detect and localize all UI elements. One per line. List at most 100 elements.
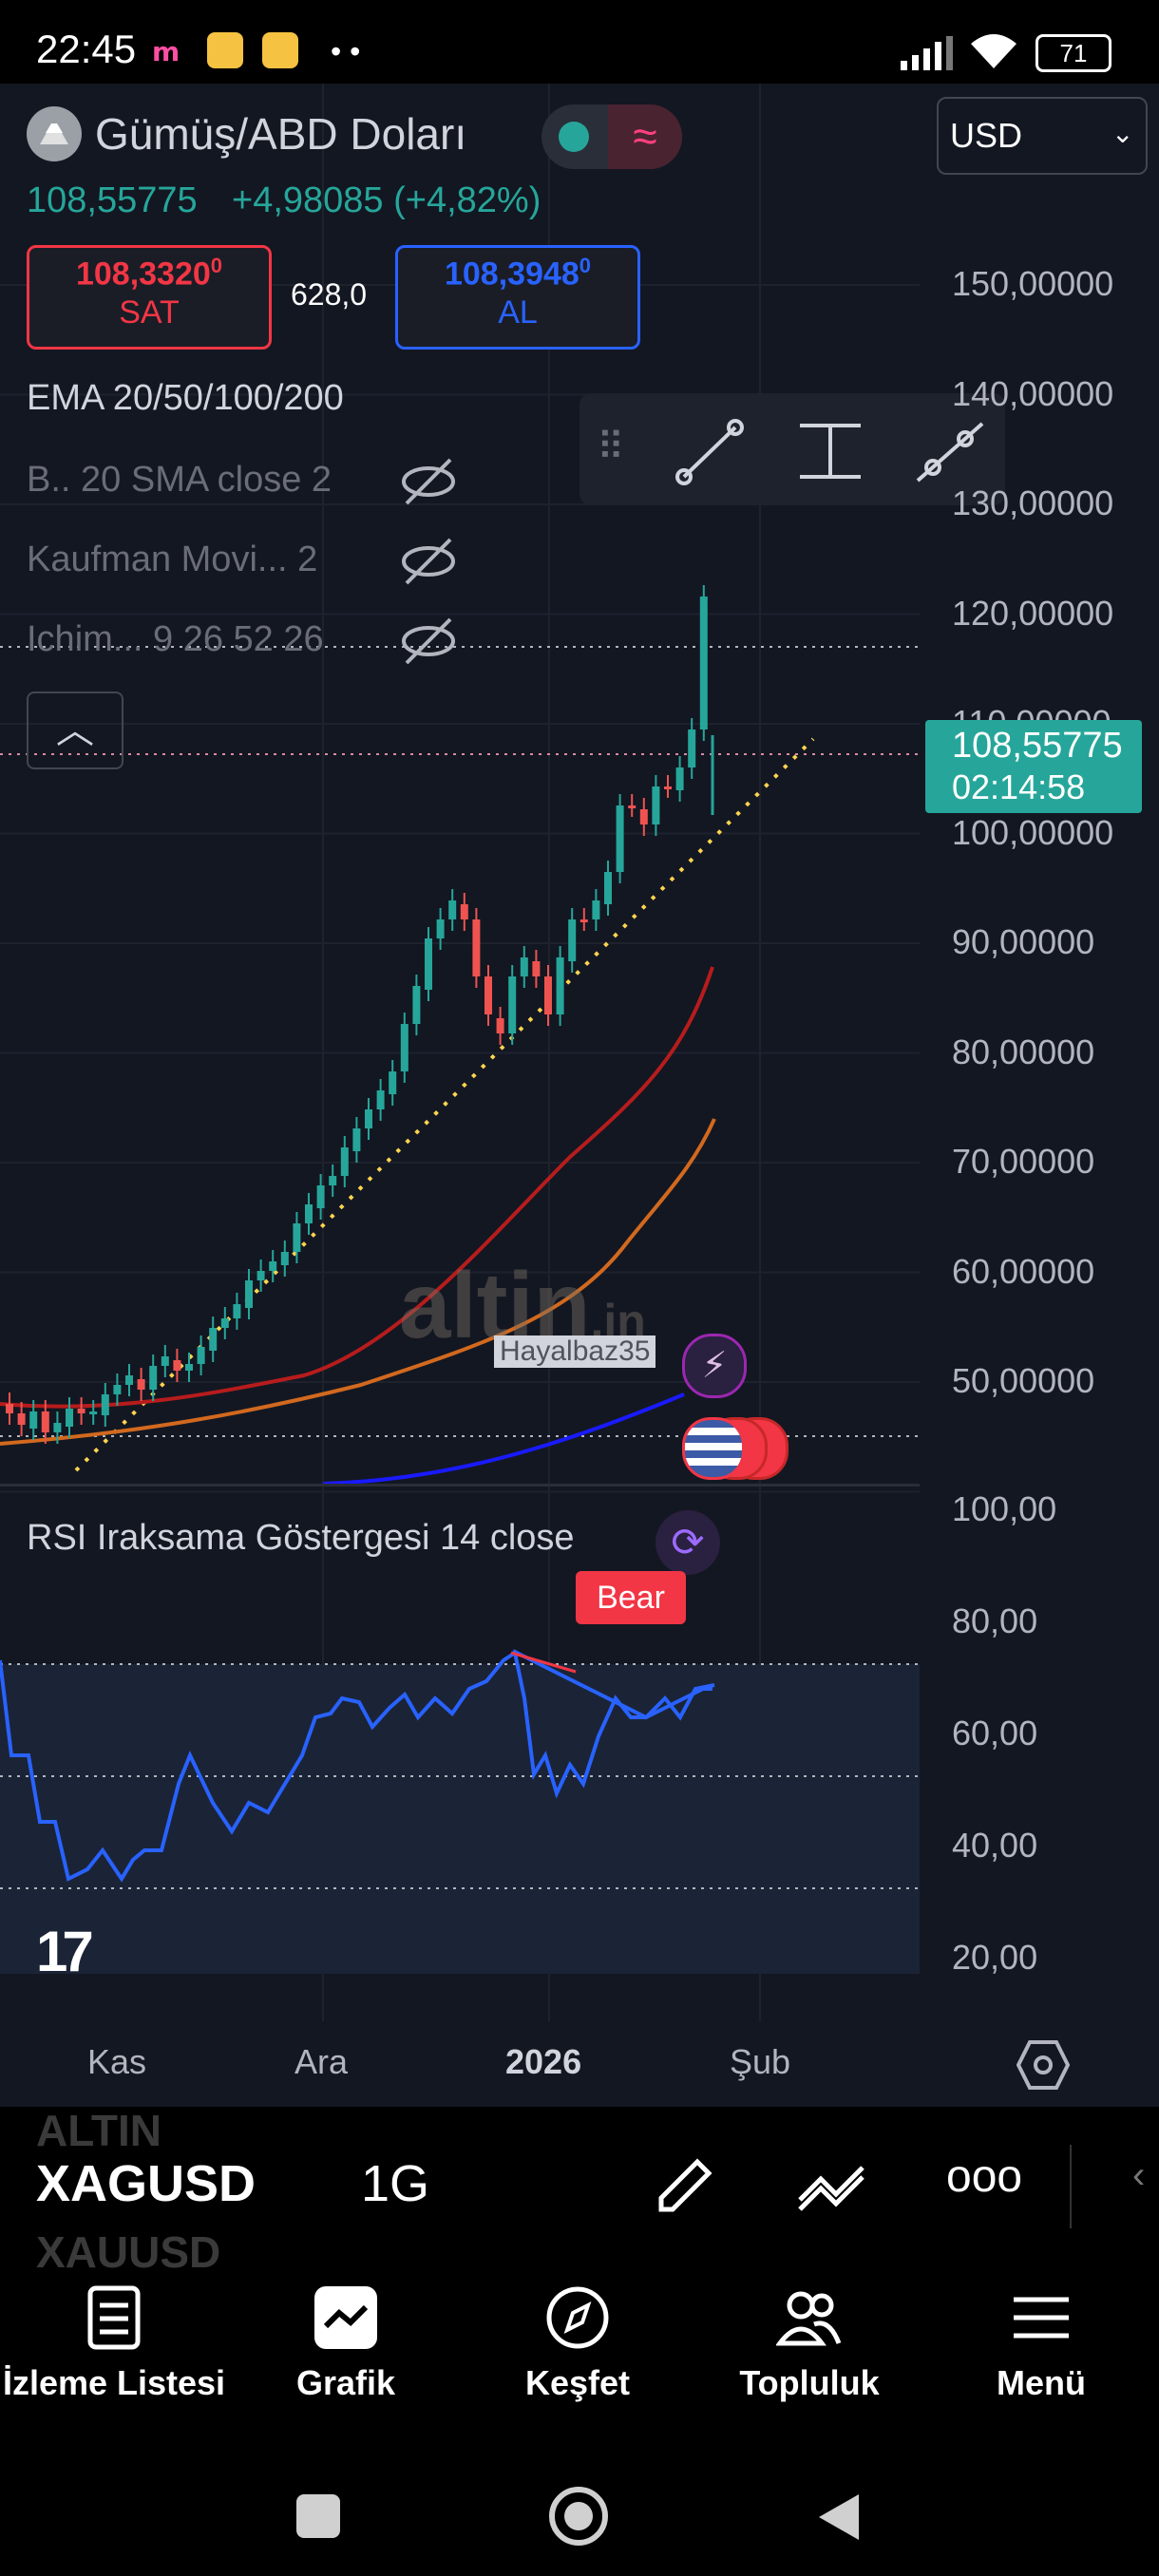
status-time: 22:45 — [36, 27, 137, 71]
rsi-band — [0, 1663, 920, 1974]
candle-body — [675, 767, 684, 790]
candle-body — [544, 976, 552, 1014]
silver-icon — [27, 106, 82, 161]
drag-handle-icon[interactable]: ⠿ — [597, 426, 625, 468]
rsi-axis-label: 20,00 — [952, 1938, 1038, 1977]
sell-label: SAT — [119, 294, 180, 331]
candle-body — [293, 1223, 301, 1252]
ema200-line — [322, 1392, 685, 1486]
candle-body — [604, 872, 612, 904]
candle-body — [699, 597, 708, 729]
candle-body — [628, 805, 636, 808]
community-icon — [775, 2291, 842, 2346]
market-open-icon — [559, 122, 589, 152]
recents-button[interactable] — [296, 2494, 340, 2538]
menu-icon — [1014, 2297, 1069, 2339]
indicator-bb[interactable]: B.. 20 SMA close 2 — [27, 460, 332, 500]
interval-selector[interactable]: 1G — [361, 2155, 430, 2212]
drawing-toolbar[interactable]: ⠿ — [580, 393, 1005, 505]
tab-bar — [0, 2268, 1159, 2458]
more-icon[interactable]: ooo — [946, 2151, 1023, 2202]
pane-separator[interactable] — [0, 1484, 920, 1487]
rsi-axis-label: 80,00 — [952, 1601, 1038, 1640]
sell-button[interactable]: 108,33200 SAT — [27, 245, 272, 350]
sell-price-sup: 0 — [210, 254, 223, 277]
candle-body — [197, 1347, 205, 1364]
candle-body — [520, 957, 528, 976]
candle-body — [568, 919, 577, 961]
price-axis-label: 80,00000 — [952, 1032, 1095, 1071]
eye-off-icon[interactable] — [399, 452, 458, 511]
rsi-axis[interactable]: 100,00 80,00 60,00 40,00 20,00 — [931, 1482, 1159, 1977]
collapse-legend-button[interactable]: ︿ — [27, 691, 124, 769]
indicators-icon[interactable] — [794, 2150, 870, 2223]
symbol-name[interactable]: Gümüş/ABD Doları — [95, 109, 467, 159]
eye-off-icon[interactable] — [399, 532, 458, 591]
svg-text:m: m — [152, 36, 180, 67]
ema50-line — [0, 1118, 716, 1446]
watchlist-icon — [87, 2285, 141, 2350]
chart-settings-icon[interactable] — [1016, 2038, 1070, 2092]
tab-explore[interactable]: Keşfet — [464, 2284, 692, 2403]
candle-body — [496, 1018, 504, 1033]
price-axis-label: 90,00000 — [952, 922, 1095, 961]
more-notifications-icon: • • — [331, 34, 361, 68]
tab-chart[interactable]: Grafik — [232, 2284, 460, 2403]
ray-icon[interactable] — [912, 414, 988, 490]
pencil-icon[interactable] — [648, 2150, 720, 2223]
price-range-icon[interactable] — [792, 414, 868, 490]
indicator-ichimoku[interactable]: Ichim... 9 26 52 26 — [27, 619, 324, 659]
price-axis-label: 130,00000 — [952, 483, 1114, 522]
candle-body — [448, 900, 457, 919]
rsi-line-main — [0, 1649, 715, 1883]
tab-watchlist[interactable]: İzleme Listesi — [0, 2284, 228, 2403]
battery-level: 71 — [1059, 39, 1088, 67]
bottom-toolbar: ALTIN XAGUSD XAUUSD 1G ooo ‹ — [0, 2106, 1159, 2277]
time-label-ara: Ara — [294, 2042, 349, 2081]
rsi-axis-label: 100,00 — [952, 1489, 1057, 1528]
price-chart[interactable] — [0, 84, 1159, 2107]
current-price: 108,55775 — [952, 726, 1123, 766]
lightning-icon[interactable]: ⚡ — [682, 1334, 747, 1398]
rsi-title[interactable]: RSI Iraksama Göstergesi 14 close — [27, 1518, 575, 1558]
bear-label: Bear — [576, 1571, 686, 1624]
market-status-pill[interactable]: ≈ — [542, 104, 682, 169]
tab-community[interactable]: Topluluk — [695, 2284, 923, 2403]
home-button[interactable] — [549, 2487, 608, 2546]
buy-price-sup: 0 — [579, 254, 592, 277]
chevron-down-icon: ⌄ — [1112, 119, 1134, 148]
candle-body — [269, 1261, 277, 1271]
collapse-icon[interactable]: ‹ — [1132, 2154, 1146, 2196]
symbol-selector[interactable]: XAGUSD — [36, 2155, 256, 2212]
candle-body — [365, 1109, 372, 1128]
candle-body — [340, 1147, 349, 1176]
candle-body — [125, 1375, 133, 1385]
rsi-divergence-line — [510, 1651, 577, 1674]
price-axis-label: 120,00000 — [952, 593, 1114, 633]
tab-label-community: Topluluk — [739, 2363, 880, 2402]
tab-label-explore: Keşfet — [524, 2363, 631, 2402]
refresh-icon[interactable]: ⟳ — [656, 1510, 720, 1575]
indicator-kaufman[interactable]: Kaufman Movi... 2 — [27, 540, 318, 579]
price-axis-label: 70,00000 — [952, 1142, 1095, 1181]
countdown: 02:14:58 — [952, 767, 1086, 806]
tradingview-logo[interactable]: 17 — [36, 1920, 94, 1983]
trend-line-icon[interactable] — [673, 414, 749, 490]
watermark-user: Hayalbaz35 — [494, 1335, 656, 1368]
back-button[interactable] — [815, 2491, 863, 2544]
rsi-axis-label: 60,00 — [952, 1714, 1038, 1752]
eye-off-icon[interactable] — [399, 612, 458, 671]
indicator-ema[interactable]: EMA 20/50/100/200 — [27, 378, 344, 418]
candle-body — [616, 805, 624, 872]
buy-button[interactable]: 108,39480 AL — [395, 245, 640, 350]
candle-body — [412, 986, 421, 1024]
us-events-icon[interactable] — [682, 1417, 788, 1480]
tab-menu[interactable]: Menü — [927, 2284, 1155, 2403]
candle-body — [209, 1328, 218, 1351]
candle-body — [89, 1411, 98, 1414]
candle-body — [113, 1385, 122, 1394]
battery-icon: 71 — [1036, 34, 1112, 72]
candle-body — [376, 1090, 385, 1109]
currency-select[interactable]: USD ⌄ — [937, 97, 1148, 175]
last-price: 108,55775 — [27, 180, 198, 220]
